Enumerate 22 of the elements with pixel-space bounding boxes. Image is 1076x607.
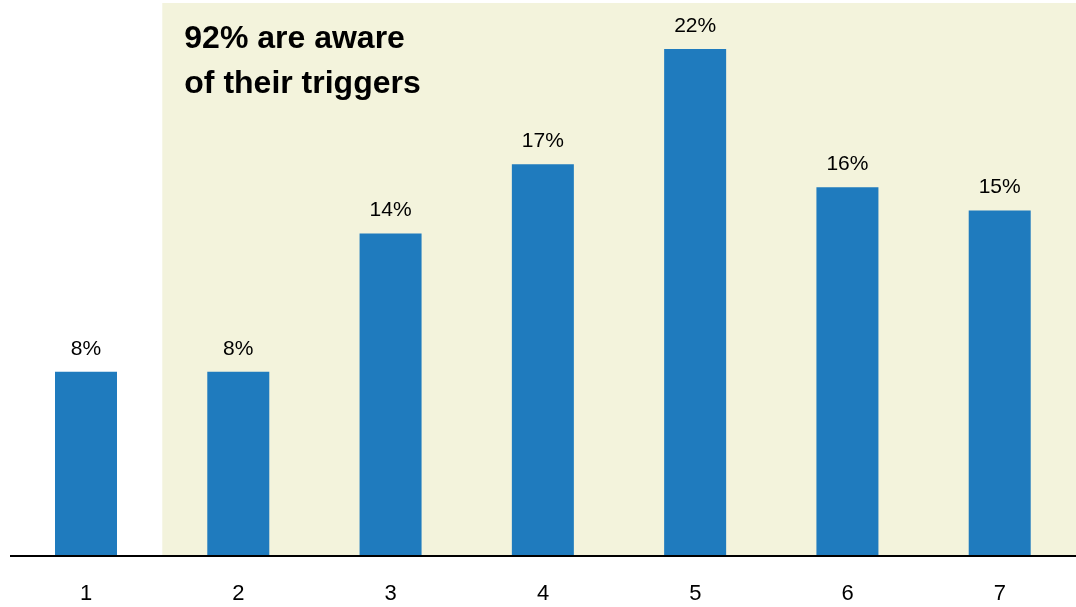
bar xyxy=(511,164,574,556)
bar xyxy=(359,233,422,556)
bar xyxy=(968,210,1031,556)
band-label: 92% are aware of their triggers xyxy=(184,19,421,100)
x-tick-label: 4 xyxy=(536,579,550,605)
x-tick-label: 5 xyxy=(689,579,702,605)
data-label: 14% xyxy=(369,197,412,221)
x-tick-label: 7 xyxy=(993,579,1006,605)
bar xyxy=(55,371,117,556)
bar xyxy=(816,187,879,556)
data-label: 16% xyxy=(826,151,869,175)
data-label: 22% xyxy=(674,13,717,37)
x-tick-label: 6 xyxy=(841,579,854,605)
data-label: 15% xyxy=(978,174,1021,198)
data-label: 17% xyxy=(521,128,564,152)
x-tick-label: 3 xyxy=(384,579,397,605)
data-label: 8% xyxy=(70,335,102,359)
data-label: 8% xyxy=(223,335,254,359)
x-tick-label: 1 xyxy=(80,579,93,605)
bar xyxy=(207,371,270,556)
x-tick-label: 2 xyxy=(232,579,245,605)
bar xyxy=(664,49,727,556)
